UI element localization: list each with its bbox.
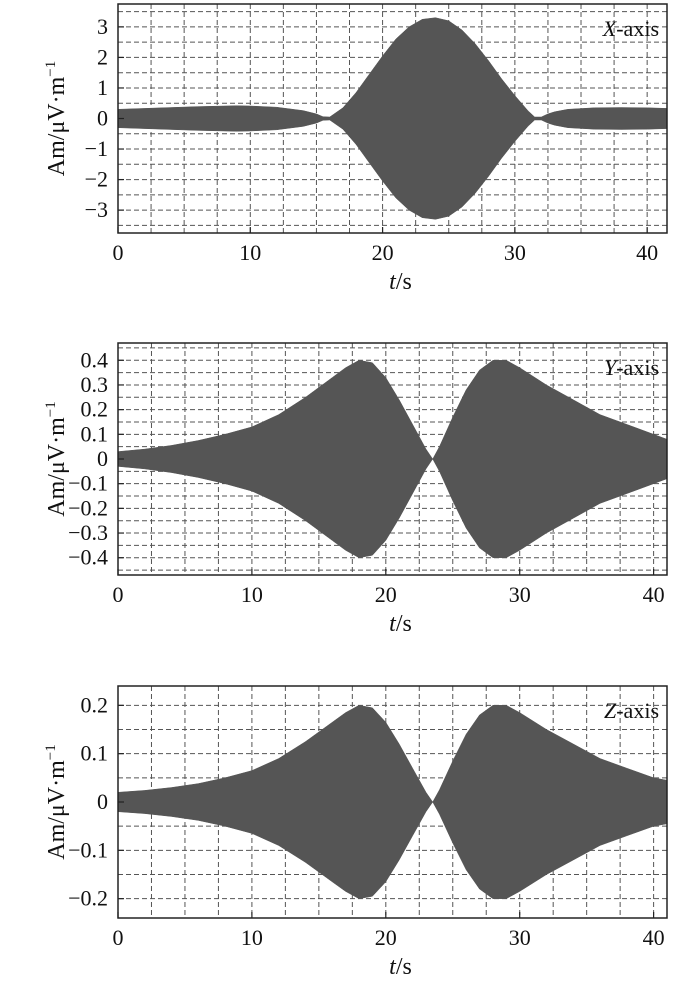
x-tick-label: 30 xyxy=(509,925,531,950)
x-tick-label: 20 xyxy=(375,925,397,950)
signal-envelope-series-1 xyxy=(117,705,668,899)
chart-panel-3: 0 10 20 30 40 0.2 0.1 0 −0.1 −0.2 t/s Am/μV·m−1 Z-ax… xyxy=(43,685,668,980)
y-tick-label: −1 xyxy=(85,136,108,161)
y-tick-label: −0.2 xyxy=(68,495,108,520)
x-tick-label: 0 xyxy=(113,582,124,607)
y-axis-label: Am/μV·m−1 xyxy=(43,61,70,177)
y-tick-label: 0.2 xyxy=(81,692,109,717)
signal-envelope-series-1 xyxy=(117,17,668,220)
x-tick-label: 10 xyxy=(241,925,263,950)
y-tick-label: 0 xyxy=(97,106,108,131)
y-axis-label-superscript: −1 xyxy=(43,744,59,760)
x-axis-label-unit: /s xyxy=(396,611,412,637)
x-axis-label: t/s xyxy=(389,611,412,637)
legend-label: X-axis xyxy=(602,16,659,41)
signal-envelope-series-1 xyxy=(117,360,668,558)
legend-label-suffix: -axis xyxy=(616,698,659,723)
legend-label-axis-letter: X xyxy=(602,16,618,41)
x-tick-label: 30 xyxy=(504,240,526,265)
y-axis-label-text: Am/μV·m xyxy=(44,76,70,176)
legend-label-axis-letter: Y xyxy=(604,355,619,380)
x-tick-label: 10 xyxy=(241,582,263,607)
x-axis-label-variable: t xyxy=(389,954,397,980)
legend-label: Y-axis xyxy=(604,355,659,380)
y-axis-label-text: Am/μV·m xyxy=(44,417,70,517)
y-tick-label: −0.4 xyxy=(68,545,108,570)
y-tick-label: 0 xyxy=(97,446,108,471)
x-tick-label: 30 xyxy=(509,582,531,607)
x-tick-label: 20 xyxy=(375,582,397,607)
y-tick-label: 2 xyxy=(97,44,108,69)
x-axis-label: t/s xyxy=(389,269,412,295)
x-tick-label: 40 xyxy=(636,240,658,265)
x-axis-label-unit: /s xyxy=(396,269,412,295)
y-tick-label: −2 xyxy=(85,167,108,192)
x-tick-label: 40 xyxy=(643,582,665,607)
y-axis-label: Am/μV·m−1 xyxy=(43,401,70,517)
y-tick-label: 0.3 xyxy=(81,372,109,397)
y-tick-label: 0.1 xyxy=(81,421,109,446)
chart-panel-2: 0 10 20 30 400.40.30.20.10−0.1−0.2−0.3−0.4t/… xyxy=(43,342,668,637)
y-tick-label: −0.1 xyxy=(68,837,108,862)
x-tick-label: 10 xyxy=(239,240,261,265)
y-axis-label: Am/μV·m−1 xyxy=(43,744,70,860)
y-axis-label-superscript: −1 xyxy=(43,61,59,77)
x-tick-label: 40 xyxy=(643,925,665,950)
y-tick-label: 1 xyxy=(97,75,108,100)
x-tick-label: 20 xyxy=(372,240,394,265)
x-tick-label: 0 xyxy=(113,925,124,950)
y-tick-label: 3 xyxy=(97,14,108,39)
y-tick-label: 0 xyxy=(97,789,108,814)
x-axis-label-variable: t xyxy=(389,611,397,637)
y-tick-label: −0.2 xyxy=(68,886,108,911)
y-axis-label-superscript: −1 xyxy=(43,401,59,417)
legend-label-axis-letter: Z xyxy=(604,698,617,723)
y-tick-label: −3 xyxy=(85,197,108,222)
y-tick-label: −0.1 xyxy=(68,471,108,496)
y-tick-label: 0.2 xyxy=(81,397,109,422)
x-axis-label-unit: /s xyxy=(396,954,412,980)
y-tick-label: 0.1 xyxy=(81,741,109,766)
y-axis-label-text: Am/μV·m xyxy=(44,760,70,860)
legend-label-suffix: -axis xyxy=(616,16,659,41)
x-axis-label: t/s xyxy=(389,954,412,980)
legend-label-suffix: -axis xyxy=(616,355,659,380)
x-tick-label: 0 xyxy=(113,240,124,265)
y-tick-label: 0.4 xyxy=(81,347,109,372)
legend-label: Z-axis xyxy=(604,698,659,723)
y-tick-label: −0.3 xyxy=(68,520,108,545)
x-axis-label-variable: t xyxy=(389,269,397,295)
